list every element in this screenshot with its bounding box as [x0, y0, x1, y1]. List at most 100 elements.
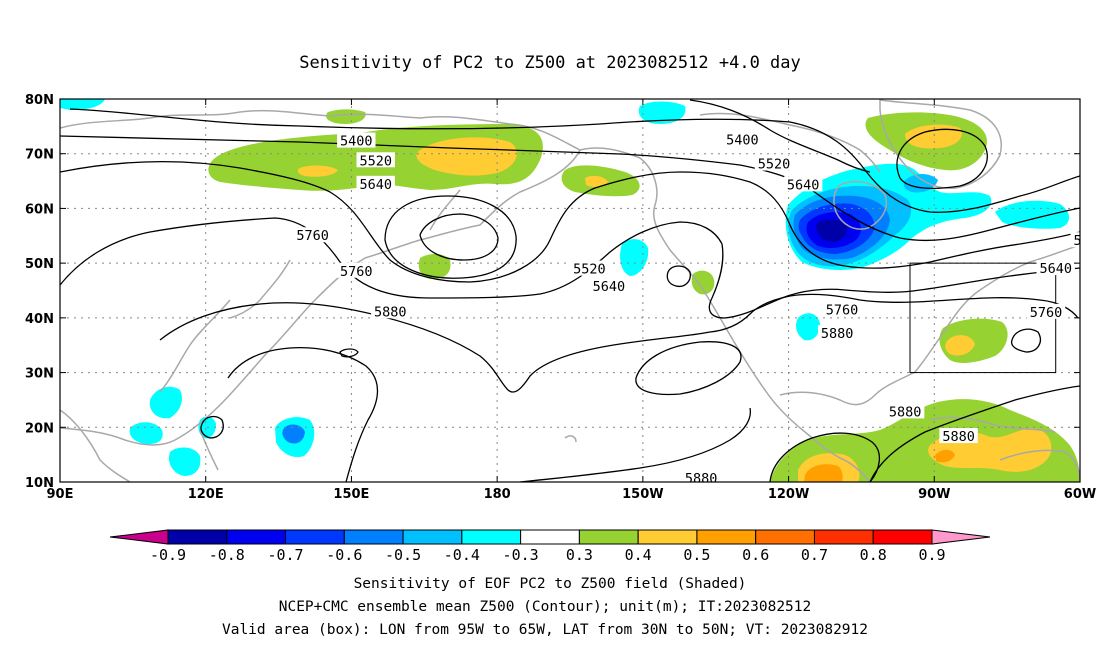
contour-5880-gulf-loop [769, 432, 880, 482]
map-panel: 5400540054005280552055205520552056405640… [25, 93, 1100, 502]
y-tick-label: 70N [25, 148, 54, 163]
shade-orange-caribbean [804, 464, 843, 482]
colorbar-label: -0.5 [385, 546, 421, 564]
coast-mexico-central [804, 431, 871, 482]
contour-5520-northern [60, 135, 1080, 242]
contour-label-bg [885, 403, 925, 419]
contour-5760-small-loop [666, 265, 691, 288]
shade-negative-philippine-core [282, 424, 305, 444]
contour-5640-northern [60, 160, 1080, 283]
contour-label-bg [723, 131, 762, 147]
coast-south-america-north [999, 449, 1080, 482]
colorbar-label: 0.6 [742, 546, 769, 564]
y-tick-label: 20N [25, 421, 54, 436]
contour-label-bg [1070, 232, 1080, 248]
contour-label-bg [939, 428, 978, 444]
y-tick-label: 80N [25, 93, 54, 108]
coast-japan [229, 259, 291, 319]
contour-label: 5880 [685, 471, 718, 487]
contour-label: 5400 [726, 132, 759, 148]
colorbar-label: 0.8 [860, 546, 887, 564]
coast-greenland [879, 99, 1002, 189]
shade-yellow-atlantic-coast [945, 335, 975, 356]
colorbar: -0.9 -0.8 -0.7 -0.6 -0.5 -0.4 -0.3 0.3 0.4 0.5 0.6… [109, 529, 991, 564]
contour-label-bg [783, 176, 823, 192]
shade-negative-south-china-sea [149, 386, 182, 419]
colorbar-swatch [578, 529, 639, 545]
contour-label-bg [356, 175, 395, 191]
coast-arctic-archipelago [699, 112, 881, 173]
contour-label-bg [570, 260, 609, 276]
contour-label: 5880 [374, 304, 407, 320]
shade-orange-atlantic [935, 449, 955, 463]
contour-5640-cutoff [419, 213, 499, 261]
colorbar-label: 0.7 [801, 546, 828, 564]
contour-label: 5880 [821, 326, 854, 342]
coast-kamchatka [429, 189, 461, 231]
shade-negative-arctic-pacific [638, 101, 686, 124]
coast-alaska [579, 147, 701, 286]
contour-5280 [896, 128, 988, 190]
contour-label-bg [1090, 191, 1100, 206]
colorbar-swatch [226, 529, 287, 545]
contour-5400-northern [69, 108, 1080, 213]
contour-label: 5520 [758, 157, 791, 173]
contour-5880-taiwan-loop [200, 415, 224, 439]
contour-label-bg [1095, 171, 1100, 186]
contour-label: 5400 [1093, 192, 1100, 208]
coast-siberia [60, 109, 581, 151]
contour-label: 5520 [1073, 233, 1100, 249]
coast-hudson-bay [833, 180, 887, 230]
shade-negative-gulf [796, 313, 820, 341]
coast-indochina [60, 409, 131, 482]
colorbar-swatch [755, 529, 815, 545]
contour-label-bg [1085, 349, 1100, 364]
contour-label-bg [293, 227, 332, 243]
colorbar-swatch [167, 529, 228, 545]
contour-label-bg [1026, 303, 1066, 319]
x-tick-label: 120E [188, 487, 224, 502]
z500-contours [60, 99, 1080, 482]
contour-label-bg [337, 262, 376, 278]
contour-label: 5760 [296, 228, 329, 244]
shade-yellow-asia-west [297, 165, 338, 177]
contour-label: 5760 [826, 303, 859, 319]
contour-labels: 5400540054005280552055205520552056405640… [293, 131, 1100, 487]
coast-east-asia [60, 149, 581, 446]
grid-lines [60, 99, 1080, 482]
sensitivity-shading [60, 99, 1080, 482]
caption-line-1: Sensitivity of EOF PC2 to Z500 field (Sh… [354, 576, 747, 592]
contour-5520-cutoff [384, 195, 517, 279]
map-frame [59, 98, 1081, 483]
shade-negative-borneo [168, 447, 201, 476]
y-tick-label: 50N [25, 257, 54, 272]
contour-label-bg [754, 155, 794, 171]
shade-positive-us-west [691, 270, 715, 295]
contour-label: 5760 [340, 264, 373, 280]
shade-negative-atlantic-north [995, 200, 1069, 229]
contour-5880-lower [227, 346, 379, 482]
shade-yellow-asia [416, 137, 517, 176]
caption-line-2: NCEP+CMC ensemble mean Z500 (Contour); u… [279, 599, 812, 615]
colorbar-label: 0.3 [566, 546, 593, 564]
contour-label: 5640 [593, 279, 626, 295]
contour-label-bg [589, 278, 629, 294]
contour-5880-ne-atlantic-loop [1010, 328, 1041, 353]
contour-label: 5520 [573, 262, 606, 278]
contour-label: 5640 [359, 177, 392, 193]
contour-label-bg [822, 301, 862, 317]
coast-us-east [914, 289, 981, 373]
contour-label: 5640 [1039, 261, 1072, 277]
coast-philippines [199, 429, 219, 471]
y-axis-ticks: 10N 20N 30N 40N 50N 60N 70N 80N [25, 93, 1080, 491]
shade-positive-pacific-mid [418, 254, 451, 280]
contour-label-bg [1036, 260, 1075, 276]
colorbar-label: 0.9 [918, 546, 945, 564]
caption: Sensitivity of EOF PC2 to Z500 field (Sh… [222, 576, 868, 638]
x-tick-label: 120W [768, 487, 809, 502]
colorbar-swatch [285, 529, 345, 545]
shade-negative-arctic-small [60, 99, 105, 110]
coast-gulf-of-mexico [779, 371, 916, 406]
contour-5880-pacific-inner [635, 341, 742, 396]
